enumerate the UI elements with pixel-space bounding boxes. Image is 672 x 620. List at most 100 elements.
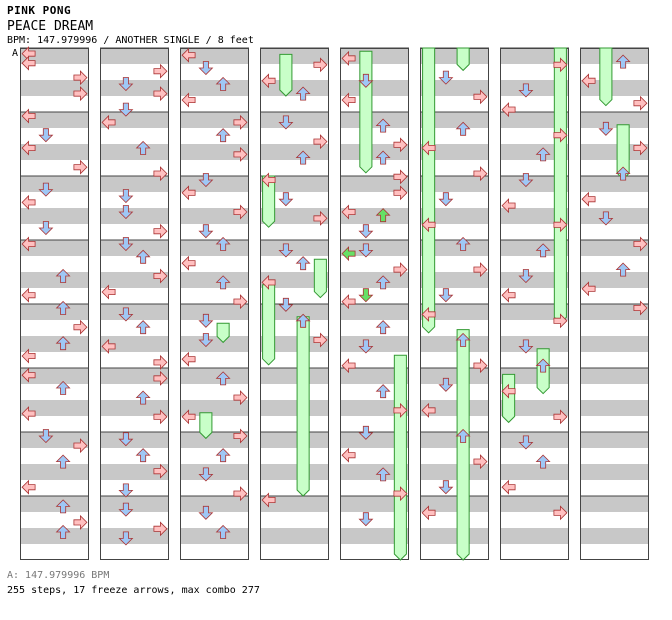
beat-stripe bbox=[580, 528, 649, 544]
freeze-arrow bbox=[262, 175, 276, 228]
beat-stripe bbox=[580, 48, 649, 64]
footer-bpm: A: 147.979996 BPM bbox=[7, 570, 110, 581]
step-arrow bbox=[233, 114, 248, 130]
step-arrow bbox=[215, 128, 231, 143]
beat-stripe bbox=[20, 336, 89, 352]
beat-stripe bbox=[420, 240, 489, 256]
beat-stripe bbox=[180, 80, 249, 96]
step-arrow bbox=[215, 524, 231, 539]
step-arrow bbox=[198, 61, 214, 76]
beat-stripe bbox=[420, 464, 489, 480]
freeze-arrow bbox=[262, 284, 276, 366]
step-arrow bbox=[393, 402, 408, 418]
step-arrow bbox=[313, 332, 328, 348]
song-name: PEACE DREAM bbox=[7, 19, 94, 34]
chart-column bbox=[260, 47, 329, 560]
beat-stripe bbox=[340, 304, 409, 320]
song-title: PINK PONG bbox=[7, 4, 72, 17]
beat-stripe bbox=[340, 48, 409, 64]
beat-stripe bbox=[340, 400, 409, 416]
step-arrow bbox=[295, 313, 311, 328]
beat-stripe bbox=[340, 272, 409, 288]
beat-stripe bbox=[580, 272, 649, 288]
step-arrow bbox=[198, 333, 214, 348]
beat-stripe bbox=[100, 272, 169, 288]
step-arrow bbox=[73, 70, 88, 86]
beat-stripe bbox=[180, 432, 249, 448]
beat-stripe bbox=[500, 272, 569, 288]
beat-stripe bbox=[340, 240, 409, 256]
beat-stripe bbox=[20, 496, 89, 512]
beat-stripe bbox=[420, 48, 489, 64]
beat-stripe bbox=[420, 432, 489, 448]
step-arrow bbox=[553, 217, 568, 233]
beat-stripe bbox=[420, 368, 489, 384]
step-arrow bbox=[233, 294, 248, 310]
step-arrow bbox=[421, 306, 436, 322]
freeze-arrow bbox=[313, 258, 327, 299]
step-arrow bbox=[153, 463, 168, 479]
beat-stripe bbox=[500, 176, 569, 192]
step-arrow bbox=[198, 505, 214, 520]
beat-stripe bbox=[340, 336, 409, 352]
beat-stripe bbox=[340, 432, 409, 448]
step-arrow bbox=[358, 339, 374, 354]
step-arrow bbox=[341, 294, 356, 310]
step-arrow bbox=[198, 224, 214, 239]
step-arrow bbox=[21, 479, 36, 495]
beat-stripe bbox=[180, 400, 249, 416]
step-arrow bbox=[233, 390, 248, 406]
freeze-arrow bbox=[599, 47, 613, 107]
beat-stripe bbox=[420, 528, 489, 544]
freeze-arrow bbox=[216, 322, 230, 344]
beat-stripe bbox=[100, 400, 169, 416]
beat-stripe bbox=[180, 208, 249, 224]
step-arrow bbox=[455, 332, 471, 347]
step-arrow bbox=[73, 438, 88, 454]
step-arrow bbox=[473, 358, 488, 374]
beat-stripe bbox=[20, 144, 89, 160]
column-border bbox=[100, 48, 169, 560]
step-arrow bbox=[615, 262, 631, 277]
beat-stripe bbox=[580, 368, 649, 384]
step-arrow bbox=[55, 380, 71, 395]
freeze-arrow bbox=[199, 412, 213, 440]
beat-stripe bbox=[500, 496, 569, 512]
beat-stripe bbox=[100, 528, 169, 544]
beat-stripe bbox=[100, 112, 169, 128]
step-arrow bbox=[341, 92, 356, 108]
step-arrow bbox=[38, 128, 54, 143]
beat-stripe bbox=[20, 464, 89, 480]
beat-stripe bbox=[100, 304, 169, 320]
freeze-arrow bbox=[553, 47, 567, 324]
beat-stripe bbox=[580, 176, 649, 192]
step-arrow bbox=[375, 150, 391, 165]
step-arrow bbox=[553, 505, 568, 521]
step-arrow bbox=[421, 217, 436, 233]
step-arrow bbox=[153, 370, 168, 386]
step-arrow bbox=[118, 102, 134, 117]
step-arrow bbox=[358, 243, 374, 258]
step-arrow bbox=[55, 454, 71, 469]
freeze-arrow bbox=[359, 50, 373, 174]
step-arrow bbox=[295, 86, 311, 101]
beat-stripe bbox=[260, 336, 329, 352]
beat-stripe bbox=[20, 176, 89, 192]
step-arrow bbox=[38, 429, 54, 444]
column-border bbox=[20, 48, 89, 560]
beat-stripe bbox=[580, 144, 649, 160]
step-arrow bbox=[215, 275, 231, 290]
step-arrow bbox=[21, 348, 36, 364]
beat-stripe bbox=[420, 208, 489, 224]
step-arrow bbox=[181, 409, 196, 425]
beat-stripe bbox=[260, 464, 329, 480]
step-arrow bbox=[438, 480, 454, 495]
step-arrow bbox=[535, 358, 551, 373]
step-arrow bbox=[198, 467, 214, 482]
step-arrow bbox=[295, 150, 311, 165]
step-arrow bbox=[233, 204, 248, 220]
beat-stripe bbox=[580, 208, 649, 224]
beat-stripe bbox=[340, 112, 409, 128]
beat-stripe bbox=[500, 432, 569, 448]
